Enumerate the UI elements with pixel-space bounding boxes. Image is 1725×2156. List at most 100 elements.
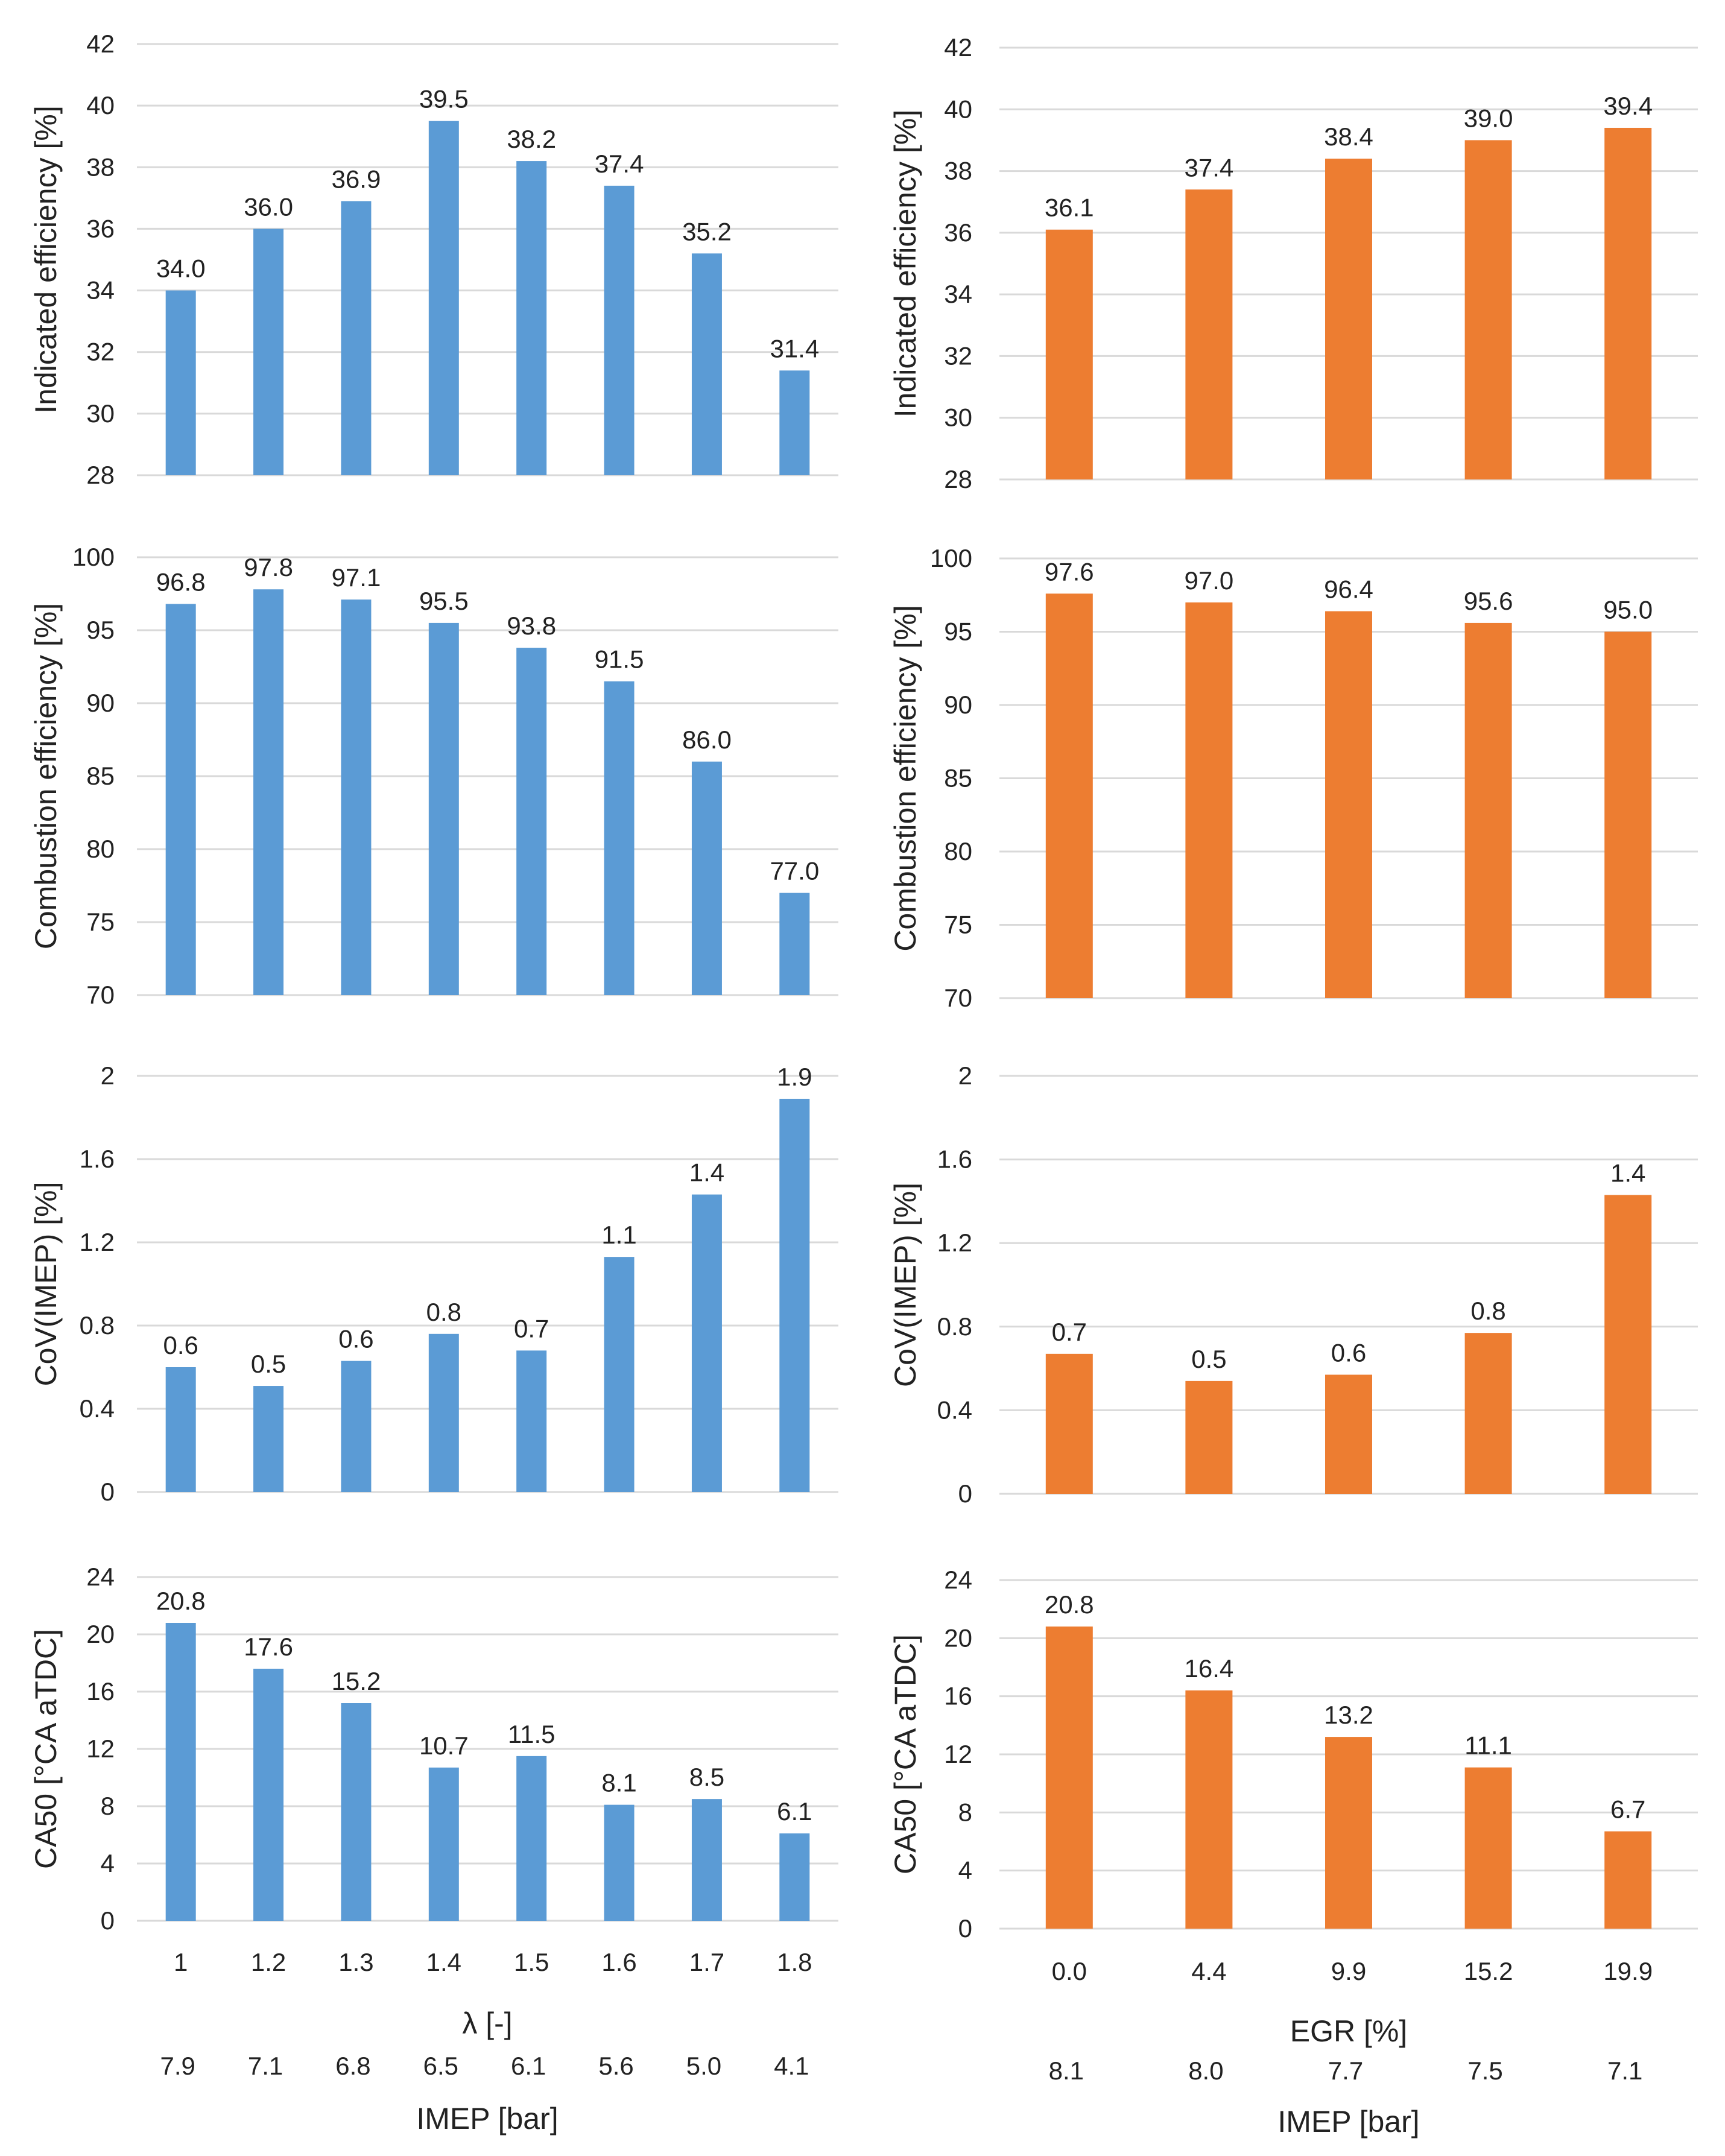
- bar: [1604, 127, 1652, 479]
- x-tick-label: 1.3: [338, 1948, 373, 1976]
- data-label: 0.7: [1052, 1318, 1087, 1346]
- data-label: 35.2: [682, 217, 732, 245]
- y-tick-label: 100: [72, 543, 115, 571]
- x-tick-label: 9.9: [1331, 1957, 1366, 1985]
- y-tick-label: 40: [86, 91, 115, 119]
- bar: [1325, 1737, 1372, 1929]
- data-label: 91.5: [595, 645, 644, 674]
- bar: [1045, 1626, 1093, 1929]
- imep-label: 6.1: [511, 2052, 546, 2080]
- bar: [428, 1767, 459, 1921]
- y-tick-label: 95: [86, 616, 115, 644]
- bar: [253, 1669, 284, 1921]
- y-tick-label: 20: [86, 1620, 115, 1648]
- y-tick-label: 16: [944, 1682, 972, 1710]
- bar: [1185, 602, 1233, 998]
- y-tick-label: 30: [86, 399, 115, 428]
- data-label: 0.5: [251, 1350, 286, 1378]
- data-label: 20.8: [1045, 1590, 1094, 1619]
- bar: [516, 161, 547, 476]
- y-tick-label: 0: [101, 1478, 115, 1506]
- y-tick-label: 90: [86, 689, 115, 717]
- data-label: 0.8: [426, 1298, 461, 1326]
- chart-right-3: 0 0.4 0.8 1.2 1.6 2 CoV(IMEP) [%] 0.7 0.5 0.6 0.8 1…: [888, 1061, 1698, 1508]
- y-tick-label: 85: [944, 764, 972, 792]
- imep-label: 7.5: [1467, 2056, 1502, 2085]
- bar: [253, 1386, 284, 1492]
- left-x-tick-labels: 1 1.2 1.3 1.4 1.5 1.6 1.7 1.8: [174, 1948, 812, 1976]
- bar: [428, 622, 459, 995]
- x-tick-label: 4.4: [1191, 1957, 1226, 1985]
- y-tick-label: 0.8: [937, 1312, 972, 1341]
- y-axis-title: CA50 [°CA aTDC]: [29, 1629, 63, 1869]
- chart-left-4: 0 4 8 12 16 20 24 CA50 [°CA aTDC] 20.8 17.6 15.2 10…: [29, 1563, 838, 1935]
- y-axis-title: Indicated efficiency [%]: [888, 110, 922, 417]
- y-tick-label: 8: [101, 1792, 115, 1820]
- data-label: 17.6: [244, 1633, 293, 1661]
- data-label: 77.0: [770, 857, 819, 885]
- imep-label: 6.5: [423, 2052, 458, 2080]
- bar: [1604, 1831, 1652, 1929]
- imep-label: 7.1: [248, 2052, 283, 2080]
- bar: [1045, 1353, 1093, 1494]
- data-label: 0.6: [1331, 1338, 1366, 1367]
- left-imep-labels: 7.9 7.1 6.8 6.5 6.1 5.6 5.0 4.1: [160, 2052, 809, 2080]
- data-label: 97.6: [1045, 557, 1094, 586]
- data-label: 6.1: [777, 1797, 812, 1826]
- bar: [1604, 1195, 1652, 1494]
- chart-right-1: 28 30 32 34 36 38 40 42 Indicated efficiency [%]…: [888, 33, 1698, 493]
- bar: [341, 599, 372, 995]
- y-tick-label: 8: [958, 1798, 972, 1826]
- bar: [779, 1098, 810, 1492]
- y-tick-label: 70: [86, 981, 115, 1009]
- y-tick-label: 32: [86, 338, 115, 366]
- data-label: 36.0: [244, 192, 293, 221]
- y-tick-label: 1.6: [80, 1145, 115, 1173]
- y-tick-label: 2: [101, 1061, 115, 1090]
- bar: [253, 229, 284, 475]
- y-tick-label: 4: [958, 1856, 972, 1885]
- data-label: 1.4: [689, 1159, 724, 1187]
- bar: [691, 1194, 722, 1492]
- imep-label: 8.1: [1049, 2056, 1084, 2085]
- bar: [516, 648, 547, 995]
- imep-label: 7.9: [160, 2052, 195, 2080]
- bar: [165, 290, 196, 475]
- data-label: 8.5: [689, 1763, 724, 1791]
- bar: [604, 681, 635, 995]
- y-tick-label: 0: [958, 1479, 972, 1508]
- data-label: 39.4: [1603, 92, 1653, 120]
- y-tick-label: 32: [944, 341, 972, 370]
- y-tick-label: 16: [86, 1677, 115, 1706]
- y-tick-label: 80: [86, 835, 115, 863]
- y-tick-label: 38: [944, 157, 972, 185]
- data-label: 93.8: [507, 612, 556, 640]
- right-x-tick-labels: 0.0 4.4 9.9 15.2 19.9: [1052, 1957, 1653, 1985]
- bar: [1045, 229, 1093, 479]
- x-tick-label: 0.0: [1052, 1957, 1087, 1985]
- data-label: 0.8: [1470, 1297, 1505, 1325]
- y-tick-label: 90: [944, 691, 972, 719]
- bar: [165, 1623, 196, 1921]
- x-tick-label: 1.2: [251, 1948, 286, 1976]
- data-label: 97.0: [1185, 566, 1234, 595]
- imep-label: 4.1: [774, 2052, 809, 2080]
- right-x-axis-title: EGR [%]: [1290, 2014, 1407, 2048]
- chart-right-4: 0 4 8 12 16 20 24 CA50 [°CA aTDC] 20.8 16.4 13.2 11…: [888, 1566, 1698, 1943]
- data-label: 95.0: [1603, 596, 1653, 624]
- bar: [779, 370, 810, 475]
- y-tick-label: 100: [930, 544, 972, 572]
- data-label: 0.6: [338, 1325, 373, 1353]
- y-tick-label: 4: [101, 1849, 115, 1877]
- bar: [1185, 1380, 1233, 1494]
- y-tick-label: 80: [944, 837, 972, 865]
- y-tick-label: 24: [944, 1566, 972, 1594]
- bar: [1325, 1374, 1372, 1494]
- data-label: 37.4: [1185, 153, 1234, 182]
- chart-right-2: 70 75 80 85 90 95 100 Combustion efficiency [%]…: [888, 544, 1698, 1012]
- data-label: 36.9: [332, 165, 381, 193]
- y-tick-label: 38: [86, 153, 115, 181]
- y-tick-label: 24: [86, 1563, 115, 1591]
